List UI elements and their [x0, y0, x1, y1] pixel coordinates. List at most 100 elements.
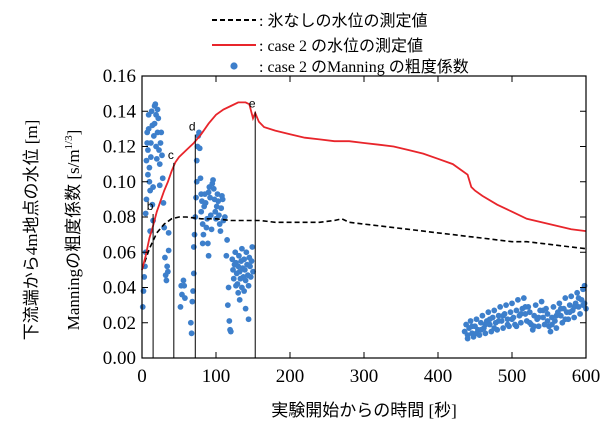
manning-point — [146, 178, 153, 185]
manning-point — [482, 321, 489, 328]
manning-point — [571, 314, 578, 321]
manning-point — [151, 120, 158, 127]
manning-point — [225, 284, 232, 291]
manning-point — [547, 328, 554, 335]
manning-point — [155, 115, 162, 122]
manning-point — [239, 245, 245, 252]
manning-point — [165, 268, 171, 275]
manning-point — [165, 247, 172, 254]
y-tick-label: 0.12 — [103, 137, 136, 158]
manning-point — [553, 325, 560, 331]
manning-point — [147, 154, 154, 160]
manning-point — [193, 194, 199, 201]
manning-point — [181, 282, 188, 289]
y-tick-label: 0.08 — [103, 207, 136, 228]
legend-label-no-ice: : 氷なしの水位の測定値 — [259, 12, 427, 30]
manning-point — [507, 309, 514, 316]
manning-point — [215, 198, 222, 205]
manning-point — [522, 311, 529, 317]
manning-point — [473, 316, 480, 323]
manning-point — [535, 323, 542, 330]
manning-point — [191, 231, 198, 238]
manning-point — [227, 328, 234, 335]
y-axis-title-outer: 下流端から4m地点の水位 [m] — [22, 120, 41, 341]
manning-point — [245, 282, 252, 289]
manning-point — [236, 252, 242, 259]
manning-point — [485, 309, 492, 316]
manning-point — [205, 189, 212, 196]
manning-point — [200, 231, 207, 238]
manning-point — [219, 196, 226, 203]
manning-point — [156, 147, 162, 153]
manning-point — [520, 295, 527, 301]
manning-point — [473, 330, 480, 337]
manning-point — [550, 303, 557, 310]
manning-point — [216, 212, 222, 219]
manning-point — [234, 281, 241, 287]
manning-point — [203, 224, 210, 231]
manning-point — [210, 177, 216, 183]
manning-point — [575, 295, 582, 301]
x-tick-label: 400 — [424, 366, 453, 387]
manning-point — [526, 309, 533, 316]
manning-point — [526, 319, 533, 326]
manning-point — [210, 185, 217, 192]
y-tick-label: 0.04 — [103, 278, 137, 299]
manning-point — [182, 295, 188, 301]
event-markers: b c d e — [147, 97, 256, 358]
event-marker-label-d: d — [189, 120, 196, 134]
manning-point — [245, 316, 252, 323]
x-tick-label: 500 — [498, 366, 527, 387]
manning-point — [208, 226, 215, 233]
manning-point — [193, 157, 200, 164]
x-tick-label: 600 — [572, 366, 601, 387]
manning-point — [230, 266, 236, 273]
manning-point — [156, 182, 163, 189]
event-marker-label-c: c — [168, 148, 174, 162]
manning-point — [141, 274, 148, 280]
manning-point — [243, 249, 250, 256]
manning-point — [153, 155, 160, 162]
manning-point — [142, 210, 149, 217]
manning-point — [157, 140, 164, 146]
manning-point — [207, 212, 214, 219]
manning-point — [568, 293, 575, 300]
manning-point — [491, 307, 498, 314]
manning-point — [154, 106, 161, 113]
manning-point — [531, 323, 538, 330]
manning-point — [223, 252, 230, 259]
manning-point — [190, 270, 197, 277]
manning-point — [180, 277, 187, 284]
manning-point — [224, 302, 231, 309]
manning-point — [540, 314, 546, 321]
manning-point — [557, 305, 564, 312]
manning-point — [145, 125, 152, 132]
manning-point — [549, 321, 555, 328]
manning-point — [247, 274, 254, 280]
manning-point — [486, 316, 493, 323]
manning-point — [156, 161, 163, 168]
manning-point — [532, 302, 539, 309]
y-tick-label: 0.00 — [103, 348, 136, 369]
manning-point — [150, 133, 157, 139]
manning-point — [556, 300, 563, 307]
manning-point — [553, 312, 560, 319]
event-marker-label-b: b — [147, 199, 154, 213]
legend-label-case2-level: : case 2 の水位の測定値 — [259, 37, 423, 55]
manning-point — [241, 256, 248, 263]
manning-point — [235, 289, 242, 296]
manning-point — [513, 307, 520, 314]
manning-point — [159, 175, 166, 182]
manning-point — [491, 325, 498, 331]
manning-point — [566, 309, 573, 316]
manning-point — [152, 101, 159, 108]
manning-point — [241, 266, 248, 273]
manning-point — [469, 323, 475, 330]
manning-point — [538, 298, 545, 305]
manning-point — [482, 330, 489, 337]
manning-point — [467, 318, 474, 324]
manning-point — [544, 311, 551, 317]
manning-point — [147, 140, 154, 146]
manning-point — [557, 312, 564, 319]
